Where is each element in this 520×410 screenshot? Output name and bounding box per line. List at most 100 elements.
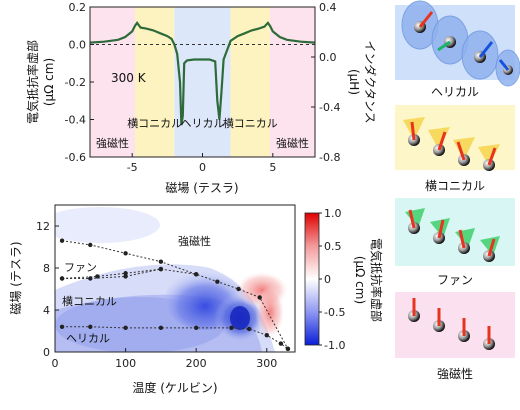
boundary-point bbox=[158, 325, 164, 331]
y-tick-label: -0.4 bbox=[65, 114, 86, 127]
spin-arrow-icon bbox=[437, 219, 445, 239]
boundary-point bbox=[236, 286, 241, 292]
boundary-point bbox=[193, 272, 199, 277]
boundary-point bbox=[158, 259, 164, 264]
boundary-point bbox=[229, 325, 234, 331]
fan-label: ファン bbox=[437, 273, 473, 287]
phase-boundary-line bbox=[160, 268, 197, 275]
colorbar-tick-label: -1.0 bbox=[324, 339, 345, 352]
x-tick-label: 200 bbox=[186, 357, 207, 370]
boundary-point bbox=[59, 276, 65, 281]
y-tick-label: 12 bbox=[36, 220, 50, 233]
boundary-point bbox=[88, 324, 93, 329]
transverse-conical-label: 横コニカル bbox=[425, 179, 485, 193]
spin-arrow-icon bbox=[456, 141, 466, 161]
phase-label-fan: ファン bbox=[64, 261, 97, 274]
y-tick-label: 0 bbox=[43, 346, 50, 359]
boundary-point bbox=[59, 238, 65, 243]
boundary-point bbox=[285, 346, 291, 352]
spin-arrow-icon bbox=[437, 40, 451, 52]
region-label: 横コニカル bbox=[127, 116, 182, 130]
y-axis-right-unit: (μH) bbox=[347, 69, 361, 95]
colorbar-tick-label: 0.5 bbox=[324, 240, 342, 253]
region-band bbox=[90, 7, 135, 157]
transverse-conical-panel bbox=[395, 105, 515, 171]
heatmap-field bbox=[55, 207, 288, 352]
x-tick-label: 100 bbox=[115, 357, 136, 370]
y-tick-label: -0.6 bbox=[65, 151, 86, 164]
boundary-point bbox=[278, 341, 284, 346]
region-band bbox=[270, 7, 315, 157]
spin-arrow-icon bbox=[408, 209, 416, 229]
phase-label-ferromagnetic: 強磁性 bbox=[178, 234, 211, 248]
ferromagnetic-panel bbox=[395, 292, 515, 358]
region-label: 強磁性 bbox=[96, 136, 129, 150]
spin-arrow-icon bbox=[487, 147, 497, 166]
y-tick-label: 8 bbox=[43, 262, 50, 275]
boundary-point bbox=[264, 333, 269, 338]
colorbar bbox=[304, 212, 320, 346]
boundary-point bbox=[193, 325, 199, 331]
y-tick-label: 0.0 bbox=[69, 39, 87, 52]
y-tick-label: 0.2 bbox=[69, 1, 87, 14]
y-tick-label: 4 bbox=[43, 304, 50, 317]
boundary-point bbox=[123, 325, 128, 331]
spin-arrow-icon bbox=[498, 59, 510, 71]
y-axis-label: 磁場 (テスラ) bbox=[8, 241, 23, 314]
boundary-point bbox=[88, 242, 93, 248]
x-axis-label: 磁場 (テスラ) bbox=[165, 180, 238, 195]
boundary-point bbox=[59, 324, 65, 329]
colorbar-tick-label: 0 bbox=[324, 273, 331, 286]
region-label: 横コニカル bbox=[223, 116, 278, 130]
y-right-tick-label: -0.4 bbox=[319, 101, 340, 114]
x-tick-label: 300 bbox=[256, 357, 277, 370]
spin-arrow-icon bbox=[458, 229, 466, 249]
ferromagnetic-label: 強磁性 bbox=[437, 366, 473, 381]
spin-arrow-icon bbox=[410, 121, 416, 141]
x-tick-label: -5 bbox=[127, 161, 138, 174]
y-right-tick-label: -0.8 bbox=[319, 151, 340, 164]
phase-boundary-line bbox=[62, 268, 161, 279]
phase-label-transverse-conical: 横コニカル bbox=[62, 294, 117, 308]
boundary-point bbox=[88, 276, 93, 281]
boundary-point bbox=[123, 274, 128, 279]
y-axis-left-unit: (μΩ cm) bbox=[42, 58, 56, 106]
colorbar-unit: (μΩ cm) bbox=[353, 256, 367, 304]
boundary-point bbox=[123, 271, 128, 276]
temperature-label: 300 K bbox=[111, 71, 147, 85]
y-right-tick-label: 0.0 bbox=[319, 51, 337, 64]
colorbar-label: 電気抵抗率虚部 bbox=[369, 238, 384, 322]
boundary-point bbox=[215, 279, 220, 284]
series-line bbox=[90, 21, 315, 126]
y-axis-right-label: インダクタンス bbox=[363, 40, 378, 123]
x-tick-label: 5 bbox=[269, 161, 276, 174]
x-tick-label: 0 bbox=[199, 161, 206, 174]
y-axis-left-label: 電気抵抗率虚部 bbox=[25, 40, 40, 124]
x-axis-label: 温度 (ケルビン) bbox=[132, 380, 217, 395]
spin-arrow-icon bbox=[487, 238, 496, 257]
region-band bbox=[230, 7, 270, 157]
boundary-point bbox=[123, 251, 128, 256]
x-tick-label: 0 bbox=[52, 357, 59, 370]
boundary-point bbox=[95, 274, 100, 279]
resistivity-field-chart: -5 0 5 -0.6 -0.4 -0.2 0.0 0.2 -0.8 -0.4 0.0 0.4 3… bbox=[25, 1, 378, 195]
region-label: ヘリカル bbox=[181, 117, 225, 130]
boundary-point bbox=[158, 266, 164, 272]
helical-label: ヘリカル bbox=[431, 85, 479, 99]
colorbar-tick-label: -0.5 bbox=[324, 306, 345, 319]
y-right-tick-label: 0.4 bbox=[319, 1, 337, 14]
phase-label-helical: ヘリカル bbox=[66, 332, 110, 345]
boundary-point bbox=[257, 295, 262, 300]
phase-boundary-line bbox=[62, 240, 289, 350]
spin-arrow-icon bbox=[437, 131, 447, 151]
phase-boundary-line bbox=[62, 326, 289, 350]
boundary-point bbox=[246, 326, 252, 332]
heatmap-frame bbox=[54, 204, 296, 353]
y-tick-label: -0.2 bbox=[65, 76, 86, 89]
spin-arrow-icon bbox=[478, 41, 494, 58]
helical-panel bbox=[395, 0, 520, 87]
fan-panel bbox=[395, 198, 515, 266]
colorbar-tick-label: 1.0 bbox=[324, 207, 342, 220]
